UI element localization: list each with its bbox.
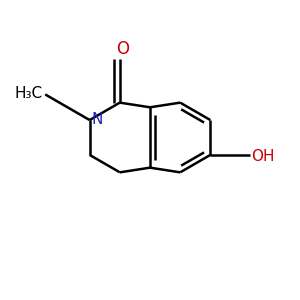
Text: H₃C: H₃C [15,86,43,101]
Text: OH: OH [251,149,274,164]
Text: N: N [91,112,103,127]
Text: O: O [116,40,129,58]
